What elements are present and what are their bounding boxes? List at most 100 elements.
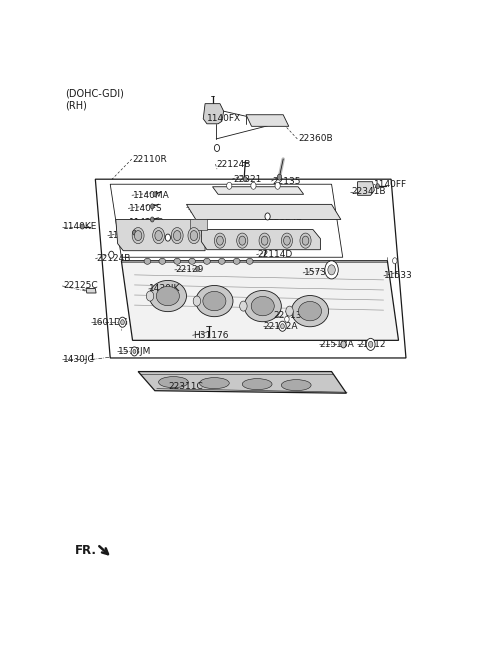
Text: 1140FS: 1140FS [129, 204, 162, 213]
Circle shape [132, 230, 136, 235]
Circle shape [376, 184, 380, 189]
Polygon shape [246, 114, 289, 126]
Circle shape [188, 228, 200, 244]
Text: 1573GE: 1573GE [304, 268, 339, 277]
Ellipse shape [246, 258, 253, 264]
Circle shape [341, 341, 346, 348]
Circle shape [368, 341, 373, 347]
Text: 22113A: 22113A [274, 311, 308, 320]
Circle shape [131, 347, 138, 356]
Circle shape [146, 291, 154, 301]
Text: 22112A: 22112A [264, 322, 299, 331]
Circle shape [286, 306, 293, 316]
Ellipse shape [189, 258, 195, 264]
Circle shape [393, 258, 397, 264]
Text: 22114D: 22114D [257, 250, 292, 259]
Circle shape [227, 182, 232, 189]
Polygon shape [116, 220, 205, 250]
Text: 1573JM: 1573JM [118, 347, 151, 356]
Circle shape [240, 301, 247, 311]
Text: 1140AO: 1140AO [129, 218, 165, 226]
Text: 1140MA: 1140MA [108, 231, 145, 240]
Ellipse shape [200, 377, 229, 388]
Ellipse shape [156, 286, 180, 305]
Text: 22124B: 22124B [160, 234, 195, 243]
Circle shape [275, 182, 280, 189]
Circle shape [165, 234, 170, 241]
Circle shape [259, 233, 270, 248]
Ellipse shape [251, 296, 274, 316]
Circle shape [251, 182, 256, 189]
Circle shape [281, 233, 292, 248]
Text: 22311C: 22311C [168, 382, 203, 391]
Circle shape [173, 231, 181, 241]
Text: 22125C: 22125C [63, 281, 97, 290]
Circle shape [300, 233, 311, 248]
Ellipse shape [242, 379, 272, 390]
Circle shape [325, 261, 338, 279]
Polygon shape [190, 220, 207, 230]
Circle shape [239, 236, 246, 245]
Ellipse shape [281, 379, 311, 390]
Ellipse shape [144, 258, 151, 264]
Text: 1140FX: 1140FX [207, 114, 241, 123]
Circle shape [81, 224, 84, 229]
Ellipse shape [218, 258, 225, 264]
Text: 1140KE: 1140KE [63, 222, 97, 231]
Circle shape [215, 145, 219, 152]
Ellipse shape [196, 285, 233, 317]
Text: FR.: FR. [75, 544, 97, 557]
Ellipse shape [203, 292, 226, 311]
Ellipse shape [299, 301, 322, 321]
Ellipse shape [159, 258, 166, 264]
Polygon shape [86, 288, 96, 293]
Circle shape [281, 324, 284, 329]
Circle shape [215, 233, 226, 248]
Text: 22360B: 22360B [298, 135, 333, 143]
Polygon shape [213, 187, 304, 194]
Text: 11533: 11533 [384, 271, 413, 281]
Text: 1601DG: 1601DG [92, 318, 129, 327]
Circle shape [216, 236, 223, 245]
Ellipse shape [233, 258, 240, 264]
Text: 22124B: 22124B [96, 254, 131, 264]
Circle shape [132, 228, 144, 244]
Text: 1430JC: 1430JC [63, 355, 95, 364]
Polygon shape [358, 182, 374, 196]
Ellipse shape [174, 258, 180, 264]
Circle shape [153, 192, 157, 197]
Circle shape [150, 217, 154, 222]
Circle shape [120, 320, 124, 325]
Text: 22135: 22135 [272, 177, 300, 186]
Circle shape [284, 236, 290, 245]
Circle shape [171, 228, 183, 244]
Ellipse shape [149, 281, 186, 312]
Polygon shape [202, 230, 321, 250]
Circle shape [279, 321, 286, 332]
Circle shape [243, 177, 247, 182]
Circle shape [302, 236, 309, 245]
Text: 22110R: 22110R [132, 154, 168, 164]
Circle shape [237, 233, 248, 248]
Text: 22129: 22129 [175, 266, 204, 274]
Circle shape [366, 338, 375, 351]
Circle shape [265, 213, 270, 220]
Polygon shape [203, 104, 224, 124]
Circle shape [277, 174, 282, 181]
Text: H31176: H31176 [193, 331, 228, 340]
Text: 1140MA: 1140MA [132, 191, 169, 200]
Circle shape [193, 296, 201, 306]
Text: 22124B: 22124B [216, 160, 251, 169]
Polygon shape [121, 261, 398, 340]
Circle shape [328, 265, 335, 275]
Ellipse shape [291, 296, 329, 327]
Ellipse shape [204, 258, 210, 264]
Circle shape [190, 231, 198, 241]
Circle shape [109, 251, 114, 258]
Circle shape [285, 316, 289, 322]
Text: 22321: 22321 [233, 175, 261, 184]
Text: 1430JK: 1430JK [149, 284, 180, 294]
Circle shape [134, 231, 142, 241]
Text: (DOHC-GDI)
(RH): (DOHC-GDI) (RH) [66, 88, 124, 111]
Circle shape [150, 204, 154, 209]
